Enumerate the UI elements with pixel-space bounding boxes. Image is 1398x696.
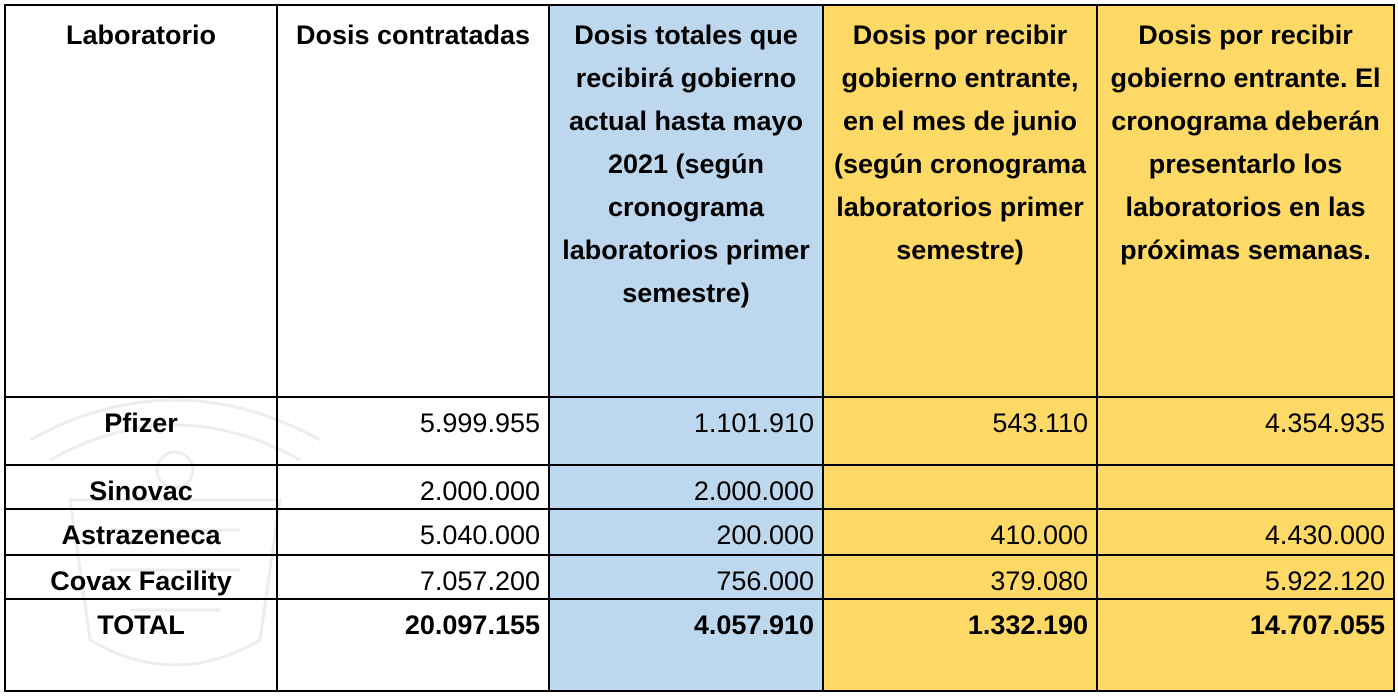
cell-incoming-june: 379.080 — [822, 554, 1098, 600]
header-dosis-gobierno-actual: Dosis totales que recibirá gobierno actu… — [548, 4, 824, 398]
cell-current-gov: 2.000.000 — [548, 464, 824, 510]
table-row: Pfizer 5.999.955 1.101.910 543.110 4.354… — [4, 396, 1395, 466]
cell-incoming-later: 5.922.120 — [1096, 554, 1395, 600]
header-dosis-proximas: Dosis por recibir gobierno entrante. El … — [1096, 4, 1395, 398]
total-incoming-june: 1.332.190 — [822, 598, 1098, 692]
cell-incoming-june — [822, 464, 1098, 510]
cell-incoming-june: 410.000 — [822, 508, 1098, 556]
cell-current-gov: 200.000 — [548, 508, 824, 556]
cell-lab: Astrazeneca — [4, 508, 278, 556]
cell-current-gov: 1.101.910 — [548, 396, 824, 466]
cell-incoming-june: 543.110 — [822, 396, 1098, 466]
cell-contracted: 2.000.000 — [276, 464, 550, 510]
cell-incoming-later — [1096, 464, 1395, 510]
vaccine-doses-table: Laboratorio Dosis contratadas Dosis tota… — [4, 4, 1395, 692]
cell-lab: Pfizer — [4, 396, 278, 466]
header-laboratorio: Laboratorio — [4, 4, 278, 398]
total-contracted: 20.097.155 — [276, 598, 550, 692]
table-row: Astrazeneca 5.040.000 200.000 410.000 4.… — [4, 508, 1395, 556]
cell-lab: Covax Facility — [4, 554, 278, 600]
cell-incoming-later: 4.354.935 — [1096, 396, 1395, 466]
cell-contracted: 5.040.000 — [276, 508, 550, 556]
total-current-gov: 4.057.910 — [548, 598, 824, 692]
header-dosis-junio: Dosis por recibir gobierno entrante, en … — [822, 4, 1098, 398]
cell-current-gov: 756.000 — [548, 554, 824, 600]
cell-lab: Sinovac — [4, 464, 278, 510]
cell-contracted: 5.999.955 — [276, 396, 550, 466]
cell-contracted: 7.057.200 — [276, 554, 550, 600]
total-incoming-later: 14.707.055 — [1096, 598, 1395, 692]
header-row: Laboratorio Dosis contratadas Dosis tota… — [4, 4, 1395, 398]
table-row: Covax Facility 7.057.200 756.000 379.080… — [4, 554, 1395, 600]
cell-incoming-later: 4.430.000 — [1096, 508, 1395, 556]
table-row: Sinovac 2.000.000 2.000.000 — [4, 464, 1395, 510]
header-dosis-contratadas: Dosis contratadas — [276, 4, 550, 398]
total-row: TOTAL 20.097.155 4.057.910 1.332.190 14.… — [4, 598, 1395, 692]
total-label: TOTAL — [4, 598, 278, 692]
